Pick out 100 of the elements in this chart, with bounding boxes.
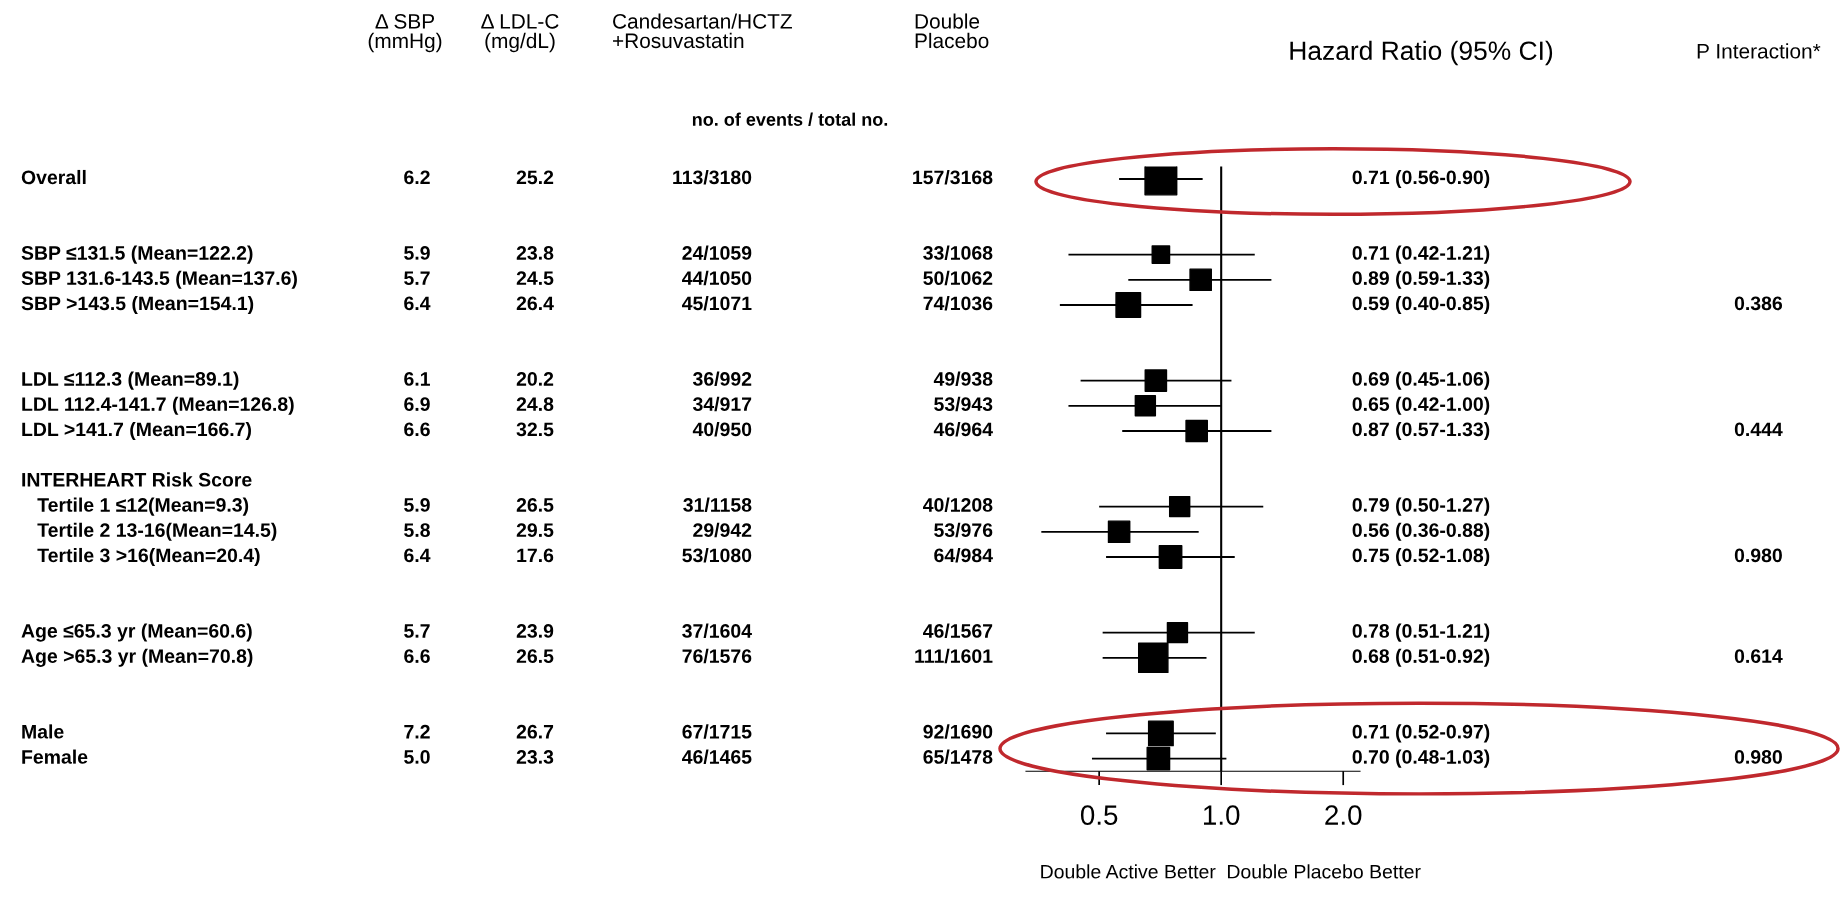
x-tick-label: 0.5 (1080, 805, 1118, 825)
category-label: Tertile 3 >16(Mean=20.4) (37, 547, 260, 567)
text: 6.9 (404, 397, 430, 412)
text: 0.614 (1734, 649, 1783, 664)
text: 25.2 (516, 170, 554, 185)
text: 6.1 (404, 372, 430, 386)
data-label: 0.70 (0.48-1.03) (1352, 749, 1490, 768)
data-label: 0.65 (0.42-1.00) (1352, 396, 1490, 415)
text: 32.5 (516, 422, 554, 437)
text: 64/984 (934, 547, 993, 563)
text: Hazard Ratio (95% CI) (1290, 40, 1553, 66)
data-label: 0.56 (0.36-0.88) (1352, 522, 1490, 541)
text: 5.8 (404, 523, 430, 538)
text: 23.9 (516, 624, 554, 638)
category-label: Double Placebo (915, 13, 989, 49)
data-label: 0.68 (0.51-0.92) (1352, 648, 1490, 667)
text: 46/1465 (682, 749, 752, 765)
text: 24.8 (516, 397, 554, 412)
x-tick-label: 2.0 (1325, 805, 1362, 825)
text: no. of events / total no. (692, 112, 888, 127)
text: 50/1062 (923, 270, 993, 286)
text: 5.9 (404, 498, 430, 512)
text: 92/1690 (923, 724, 993, 739)
text: 23.8 (516, 246, 554, 260)
text: 0.980 (1734, 750, 1782, 764)
text: Double Active Better (1041, 864, 1216, 879)
category-label: SBP 131.6-143.5 (Mean=137.6) (21, 270, 297, 289)
text: 113/3180 (673, 169, 752, 185)
text: 7.2 (404, 724, 430, 739)
data-label: 0.71 (0.56-0.90) (1352, 169, 1490, 189)
text: 0.386 (1734, 296, 1783, 311)
text: 24.5 (516, 271, 554, 286)
text: 74/1036 (923, 295, 993, 311)
text: 5.0 (404, 750, 430, 764)
text: 33/1068 (923, 245, 993, 261)
text: 26.5 (516, 649, 554, 664)
category-label: Tertile 2 13-16(Mean=14.5) (37, 522, 277, 541)
text: 45/1071 (682, 295, 752, 311)
data-label: 0.69 (0.45-1.06) (1352, 371, 1490, 390)
text: 6.4 (404, 296, 431, 311)
category-label: LDL ≤112.3 (Mean=89.1) (22, 371, 239, 390)
text: 53/1080 (682, 547, 752, 563)
text: 34/917 (692, 396, 752, 412)
text: 5.7 (404, 271, 430, 286)
x-tick-label: 1.0 (1204, 805, 1240, 825)
text: 40/1208 (923, 497, 993, 513)
category-label: Candesartan/HCTZ +Rosuvastatin (613, 13, 792, 49)
text: 36/992 (692, 371, 752, 387)
data-label: 0.71 (0.52-0.97) (1352, 724, 1490, 743)
text: 65/1478 (923, 749, 993, 765)
text: 20.2 (516, 372, 554, 386)
category-label: LDL 112.4-141.7 (Mean=126.8) (22, 396, 294, 415)
data-label: 0.59 (0.40-0.85) (1352, 295, 1490, 315)
category-label: Age ≤65.3 yr (Mean=60.6) (21, 623, 252, 642)
text: 44/1050 (682, 270, 752, 286)
text: 76/1576 (682, 648, 752, 664)
text: 29.5 (516, 523, 554, 538)
text: P Interaction* (1697, 43, 1821, 59)
text: 26.7 (516, 724, 554, 739)
category-label: Δ LDL-C (mg/dL) (481, 13, 559, 53)
data-label: 0.71 (0.42-1.21) (1352, 245, 1490, 264)
text: 5.7 (404, 624, 430, 638)
text: 0.444 (1734, 422, 1783, 437)
text: 37/1604 (682, 623, 752, 639)
category-label: Δ SBP (mmHg) (368, 13, 442, 53)
data-label: 0.89 (0.59-1.33) (1352, 270, 1490, 289)
text: 0.980 (1734, 548, 1782, 563)
category-label: Male (22, 724, 64, 739)
text: 26.4 (516, 296, 554, 311)
category-label: INTERHEART Risk Score (22, 472, 252, 487)
category-label: Overall (21, 169, 86, 185)
text: 40/950 (692, 421, 752, 437)
text: 157/3168 (913, 169, 993, 185)
category-label: Tertile 1 ≤12(Mean=9.3) (37, 497, 249, 516)
text: 17.6 (517, 548, 554, 563)
category-label: Female (22, 749, 88, 764)
text: 24/1059 (682, 245, 752, 261)
text: 31/1158 (683, 497, 752, 513)
text: 46/964 (933, 421, 993, 437)
category-label: LDL >141.7 (Mean=166.7) (22, 421, 251, 441)
data-label: 0.78 (0.51-1.21) (1352, 623, 1490, 642)
text: 6.4 (404, 548, 431, 563)
category-label: SBP ≤131.5 (Mean=122.2) (21, 245, 253, 264)
text: 67/1715 (682, 724, 752, 739)
text: 111/1601 (915, 648, 993, 664)
category-label: SBP >143.5 (Mean=154.1) (21, 295, 254, 315)
text: 6.6 (404, 649, 430, 664)
data-label: 0.75 (0.52-1.08) (1352, 547, 1490, 567)
category-label: Age >65.3 yr (Mean=70.8) (21, 648, 253, 667)
text: 49/938 (933, 371, 993, 387)
text: 23.3 (516, 750, 554, 764)
text: 46/1567 (923, 623, 993, 639)
text: 53/976 (934, 522, 993, 538)
text: 6.6 (404, 422, 430, 437)
data-label: 0.79 (0.50-1.27) (1352, 497, 1490, 516)
text: Double Placebo Better (1227, 864, 1421, 879)
text: 6.2 (404, 170, 430, 185)
text: 53/943 (934, 396, 993, 412)
text: 29/942 (693, 522, 752, 538)
text: 5.9 (404, 246, 430, 260)
